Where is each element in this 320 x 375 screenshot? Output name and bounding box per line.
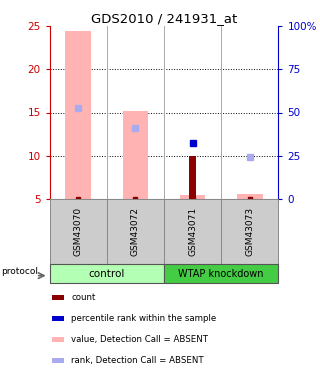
Text: WTAP knockdown: WTAP knockdown: [179, 269, 264, 279]
Bar: [52, 316, 64, 321]
Bar: [189, 156, 196, 199]
Text: count: count: [71, 293, 96, 302]
Text: rank, Detection Call = ABSENT: rank, Detection Call = ABSENT: [71, 356, 204, 365]
Bar: [50, 199, 107, 264]
Bar: [123, 111, 148, 199]
Text: control: control: [89, 269, 125, 279]
Bar: [221, 199, 278, 264]
Text: protocol: protocol: [1, 267, 38, 276]
Bar: [65, 31, 91, 199]
Bar: [237, 194, 263, 199]
Text: percentile rank within the sample: percentile rank within the sample: [71, 314, 217, 323]
Text: value, Detection Call = ABSENT: value, Detection Call = ABSENT: [71, 335, 208, 344]
Bar: [164, 199, 221, 264]
Text: GSM43072: GSM43072: [131, 207, 140, 256]
Bar: [52, 295, 64, 300]
Bar: [52, 358, 64, 363]
Text: GSM43073: GSM43073: [245, 207, 254, 256]
Text: GSM43071: GSM43071: [188, 207, 197, 256]
Text: GSM43070: GSM43070: [74, 207, 83, 256]
Bar: [180, 195, 205, 199]
Bar: [52, 337, 64, 342]
Title: GDS2010 / 241931_at: GDS2010 / 241931_at: [91, 12, 237, 25]
Bar: [50, 264, 164, 283]
Bar: [107, 199, 164, 264]
Bar: [164, 264, 278, 283]
